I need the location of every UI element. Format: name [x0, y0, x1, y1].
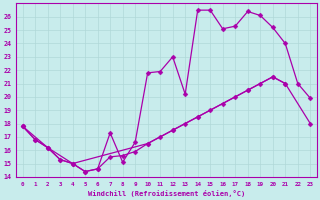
X-axis label: Windchill (Refroidissement éolien,°C): Windchill (Refroidissement éolien,°C): [88, 190, 245, 197]
